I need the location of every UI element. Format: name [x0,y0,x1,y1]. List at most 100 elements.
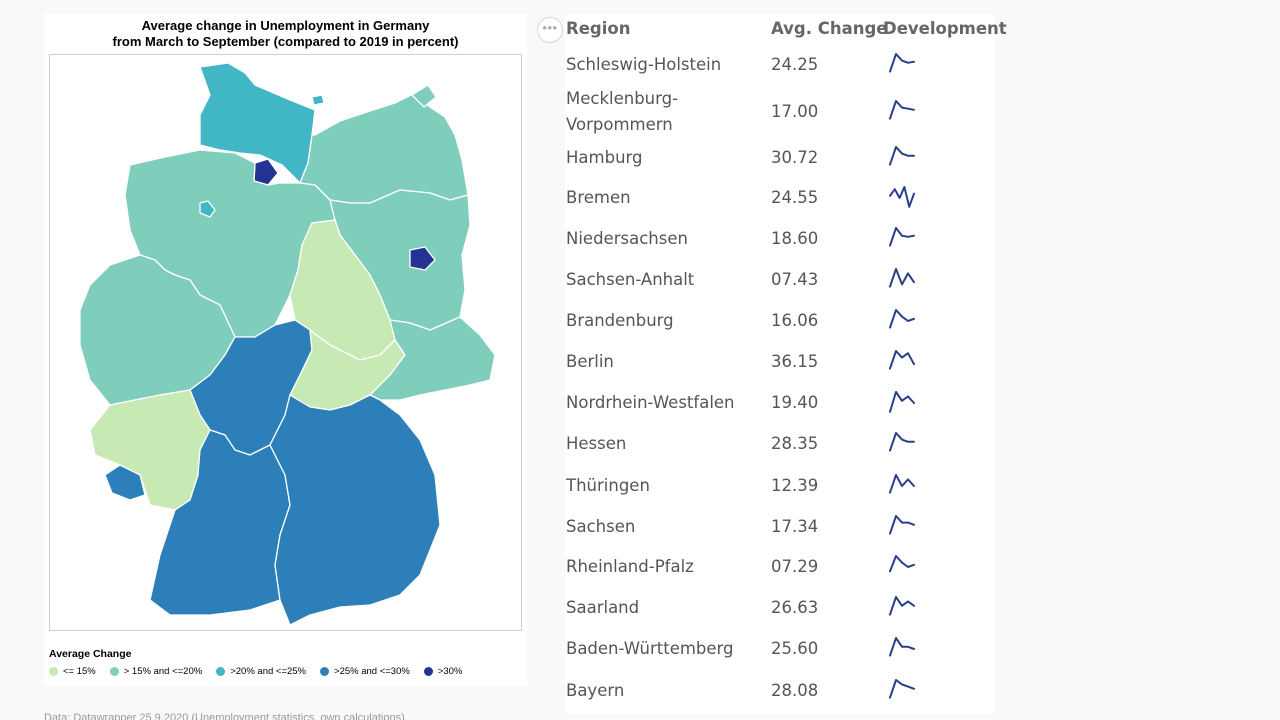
sparkline-path [889,391,915,413]
table-row[interactable]: Schleswig-Holstein 24.25 [565,52,995,78]
table-row[interactable]: Nordrhein-Westfalen 19.40 [565,390,995,416]
sparkline [888,307,918,339]
sparkline-path [889,309,915,329]
cell-region: Saarland [566,598,640,617]
cell-avg-change: 12.39 [771,476,819,495]
more-options-button[interactable]: ••• [537,17,563,43]
table-row[interactable]: Berlin 36.15 [565,349,995,375]
region-hamburg[interactable] [253,158,279,186]
cell-region: Hamburg [566,148,643,167]
sparkline [888,635,918,667]
map-title-line-2: from March to September (compared to 201… [112,33,459,49]
source-note: Data: Datawrapper 25.9.2020 (Unemploymen… [44,712,405,720]
table-row[interactable]: Sachsen-Anhalt 07.43 [565,267,995,293]
sparkline-path [889,268,915,288]
legend-item: >20% and <=25% [216,666,306,677]
region-berlin[interactable] [409,246,436,271]
region-bremen[interactable] [199,200,216,218]
cell-region: Niedersachsen [566,229,688,248]
table-row[interactable]: Rheinland-Pfalz 07.29 [565,554,995,580]
table-row[interactable]: Thüringen 12.39 [565,473,995,499]
sparkline [888,594,918,626]
sparkline-path [889,186,915,208]
column-header-development[interactable]: Development [883,19,1007,38]
sparkline [888,553,918,585]
sparkline-path [889,432,915,452]
table-row[interactable]: Brandenburg 16.06 [565,308,995,334]
cell-avg-change: 30.72 [771,148,819,167]
map-panel: Average change in Unemployment in German… [44,14,527,686]
sparkline-path [889,474,915,494]
legend-title: Average Change [49,648,132,660]
map-title-line-1: Average change in Unemployment in German… [141,18,430,33]
legend-swatch [109,667,119,676]
cell-avg-change: 17.00 [771,102,819,121]
cell-region: Nordrhein-Westfalen [566,393,735,412]
map-legend: <= 15% > 15% and <=20% >20% and <=25% >2… [49,666,462,677]
cell-avg-change: 19.40 [771,393,819,412]
cell-region: Mecklenburg-Vorpommern [566,89,679,134]
legend-label: >30% [437,666,463,677]
table-row[interactable]: Saarland 26.63 [565,595,995,621]
legend-swatch [423,667,433,676]
table-row[interactable]: Sachsen 17.34 [565,514,995,540]
cell-avg-change: 24.55 [771,188,819,207]
cell-avg-change: 26.63 [771,598,819,617]
legend-item: >30% [423,666,463,677]
table-row[interactable]: Niedersachsen 18.60 [565,226,995,252]
map-title: Average change in Unemployment in German… [44,18,527,49]
sparkline [888,677,918,709]
island-fehmarn [311,94,325,106]
legend-label: <= 15% [63,666,96,677]
sparkline-path [889,350,915,370]
column-header-avg-change[interactable]: Avg. Change [771,19,888,38]
table-row[interactable]: Bayern 28.08 [565,678,995,704]
table-row[interactable]: Baden-Württemberg 25.60 [565,636,995,662]
cell-avg-change: 28.08 [771,681,819,700]
legend-item: >25% and <=30% [320,666,410,677]
region-bayern[interactable] [269,394,441,626]
cell-region: Berlin [566,352,614,371]
legend-swatch [49,667,58,676]
cell-avg-change: 17.34 [771,517,819,536]
sparkline [888,348,918,380]
cell-region: Brandenburg [566,311,674,330]
table-row[interactable]: Hessen 28.35 [565,431,995,457]
sparkline [888,266,918,298]
cell-region: Thüringen [566,476,650,495]
region-table: Region Avg. Change Development Schleswig… [565,14,1007,714]
table-row[interactable]: Bremen 24.55 [565,185,995,211]
cell-avg-change: 25.60 [771,639,819,658]
legend-item: <= 15% [49,666,96,677]
cell-region: Baden-Württemberg [566,639,734,658]
sparkline [888,225,918,257]
cell-avg-change: 07.29 [771,557,819,576]
table-row[interactable]: Hamburg 30.72 [565,145,995,171]
table-row[interactable]: Mecklenburg-Vorpommern 17.00 [565,86,995,138]
cell-avg-change: 36.15 [771,352,819,371]
sparkline [888,51,918,83]
sparkline-path [889,679,915,699]
ellipsis-icon: ••• [542,19,558,35]
column-header-region[interactable]: Region [566,19,631,38]
region-saarland[interactable] [104,464,146,501]
cell-region: Schleswig-Holstein [566,55,722,74]
region-sachsen[interactable] [369,316,496,401]
cell-avg-change: 24.25 [771,55,819,74]
germany-choropleth-map[interactable] [49,54,522,631]
table-header: Region Avg. Change Development [565,14,1007,44]
cell-region: Bremen [566,188,631,207]
legend-item: > 15% and <=20% [109,666,202,677]
sparkline [888,389,918,421]
sparkline-path [889,555,915,573]
cell-region: Sachsen-Anhalt [566,270,695,289]
cell-region: Rheinland-Pfalz [566,557,694,576]
sparkline-path [889,146,915,166]
cell-avg-change: 18.60 [771,229,819,248]
region-mecklenburg-vorpommern[interactable] [299,92,469,204]
cell-region: Hessen [566,434,627,453]
cell-avg-change: 28.35 [771,434,819,453]
sparkline [888,430,918,462]
sparkline-path [889,596,915,616]
sparkline-path [889,53,915,73]
